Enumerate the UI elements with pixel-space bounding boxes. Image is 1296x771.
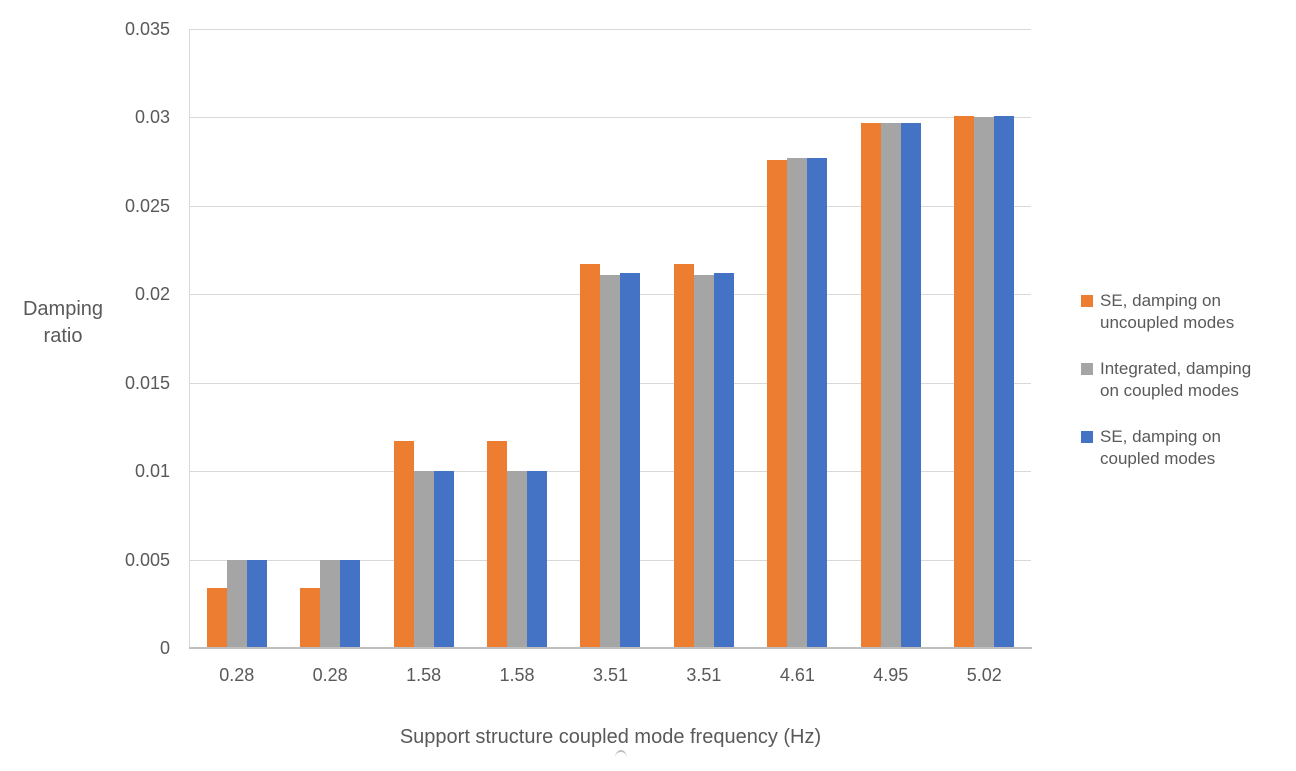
y-tick-label: 0.025 bbox=[124, 195, 170, 216]
legend-swatch bbox=[1081, 363, 1093, 375]
bar bbox=[994, 115, 1015, 648]
x-tick-label: 5.02 bbox=[966, 665, 1002, 685]
y-axis-line bbox=[189, 29, 190, 648]
y-tick-label: 0 bbox=[159, 638, 170, 658]
bar-group bbox=[283, 29, 376, 648]
bar bbox=[954, 115, 975, 648]
bar-group bbox=[751, 29, 844, 648]
x-tick-label: 4.61 bbox=[779, 665, 815, 685]
bar bbox=[340, 559, 361, 648]
bar bbox=[713, 273, 734, 648]
x-tick-label: 4.95 bbox=[873, 665, 909, 685]
x-tick-label: 1.58 bbox=[406, 665, 442, 685]
x-axis-title: Support structure coupled mode frequency… bbox=[399, 726, 822, 748]
x-axis-labels: 0.28 0.28 1.58 1.58 3.51 3.51 4.61 4.95 5.02 bbox=[190, 664, 1031, 686]
y-tick-label: 0.015 bbox=[124, 372, 170, 393]
bar bbox=[393, 441, 414, 648]
y-tick-label: 0.03 bbox=[134, 107, 170, 128]
legend-item: SE, damping on coupled modes bbox=[1081, 426, 1251, 470]
legend-label: SE, damping on uncoupled modes bbox=[1100, 291, 1235, 332]
bar bbox=[974, 117, 995, 648]
y-tick-label: 0.005 bbox=[124, 549, 170, 570]
bar bbox=[767, 159, 788, 648]
bar-group bbox=[470, 29, 563, 648]
bar bbox=[880, 122, 901, 648]
bar bbox=[413, 471, 434, 648]
plot-area bbox=[190, 29, 1031, 648]
bars-layer bbox=[190, 29, 1031, 648]
bar-group bbox=[938, 29, 1031, 648]
legend-label: SE, damping on coupled modes bbox=[1100, 427, 1221, 468]
bar bbox=[527, 471, 548, 648]
legend-item: Integrated, damping on coupled modes bbox=[1081, 358, 1251, 402]
legend-swatch bbox=[1081, 431, 1093, 443]
bar bbox=[620, 273, 641, 648]
legend-swatch bbox=[1081, 295, 1093, 307]
bar bbox=[673, 264, 694, 648]
x-tick-label: 3.51 bbox=[592, 665, 628, 685]
bar bbox=[206, 587, 227, 648]
x-tick-label: 0.28 bbox=[219, 665, 255, 685]
y-tick-label: 0.02 bbox=[134, 284, 170, 305]
bar bbox=[487, 441, 508, 648]
bar bbox=[580, 264, 601, 648]
x-axis-line bbox=[189, 647, 1032, 649]
gridline bbox=[190, 29, 1031, 30]
bar-group bbox=[564, 29, 657, 648]
legend-label: Integrated, damping on coupled modes bbox=[1100, 359, 1252, 400]
bar bbox=[226, 559, 247, 648]
gridline bbox=[190, 117, 1031, 119]
x-tick-label: 0.28 bbox=[312, 665, 348, 685]
gridline bbox=[190, 205, 1031, 207]
x-tick-label: 1.58 bbox=[499, 665, 535, 685]
bar bbox=[600, 274, 621, 648]
bar bbox=[433, 471, 454, 648]
y-tick-label: 0.035 bbox=[124, 19, 170, 39]
bar bbox=[807, 158, 828, 648]
bar bbox=[320, 559, 341, 648]
legend-item: SE, damping on uncoupled modes bbox=[1081, 290, 1251, 334]
bar-group bbox=[844, 29, 937, 648]
bar-group bbox=[657, 29, 750, 648]
legend: SE, damping on uncoupled modes Integrated,… bbox=[1081, 290, 1251, 470]
y-axis-labels: 0.035 0.03 0.025 0.02 0.015 0.01 0.005 0 bbox=[0, 19, 170, 658]
bar bbox=[787, 158, 808, 648]
x-tick-label: 3.51 bbox=[686, 665, 722, 685]
bar bbox=[246, 559, 267, 648]
cropped-text-artifact bbox=[615, 750, 627, 758]
bar bbox=[693, 274, 714, 648]
bar bbox=[900, 122, 921, 648]
bar-group bbox=[190, 29, 283, 648]
bar bbox=[300, 587, 321, 648]
bar-group bbox=[377, 29, 470, 648]
bar bbox=[507, 471, 528, 648]
y-axis-title: Damping ratio bbox=[22, 298, 104, 347]
bar bbox=[860, 122, 881, 648]
y-tick-label: 0.01 bbox=[134, 461, 170, 482]
